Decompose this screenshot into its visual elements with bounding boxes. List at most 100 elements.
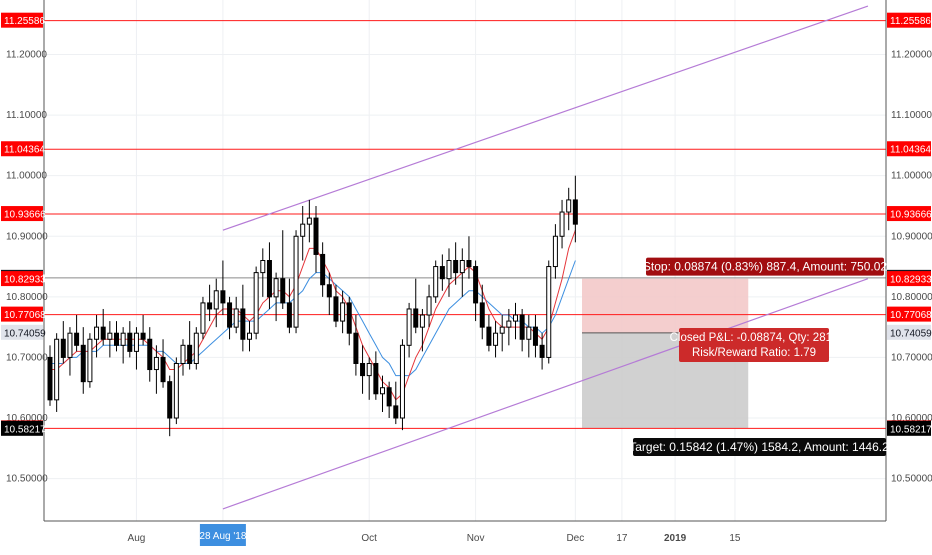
candle-body (453, 260, 459, 274)
level-price-label-bg-left (1, 12, 43, 28)
candle (147, 327, 153, 382)
candle (260, 248, 266, 297)
candle (173, 357, 179, 425)
candle-body (353, 332, 359, 364)
candle-body (293, 235, 299, 328)
y-tick-label-right: 11.00000 (891, 171, 932, 182)
candle (426, 284, 432, 328)
candle-body (173, 362, 179, 419)
candle-body (100, 326, 106, 340)
axis-price-label: 10.74059 10.74059 (1, 324, 932, 340)
candle (513, 302, 518, 340)
candle (419, 308, 425, 352)
y-tick-label-right: 10.90000 (891, 231, 932, 242)
candle-body (300, 223, 306, 237)
candle-body (373, 362, 379, 395)
candle-body (127, 332, 133, 352)
candle-body (180, 344, 186, 364)
pnl-label-bg (679, 328, 829, 362)
candle (107, 321, 113, 358)
candle (94, 315, 100, 358)
candle (433, 260, 439, 303)
candle-body (572, 199, 578, 225)
candle-body (386, 387, 392, 407)
candle (320, 242, 326, 297)
channel-lower-line (222, 278, 869, 510)
candle (227, 296, 233, 340)
y-tick-label-right: 11.20000 (891, 50, 932, 61)
y-tick-label-left: 11.10000 (6, 110, 47, 121)
pnl-label-line2: Risk/Reward Ratio: 1.79 (692, 347, 816, 359)
x-tick-label: Aug (128, 533, 146, 544)
axis-price-label-text-left: 10.82933 (4, 275, 46, 286)
candle (213, 278, 219, 328)
candle (60, 321, 66, 364)
candle (300, 205, 306, 261)
axis-price-label-bg-left (1, 324, 43, 340)
candle-body (313, 217, 319, 255)
y-tick-label-left: 10.90000 (6, 231, 48, 242)
candle-body (260, 260, 266, 274)
level-price-label-text-left: 10.77068 (4, 310, 46, 321)
candle (200, 296, 206, 340)
candle (506, 308, 512, 346)
candle-body (207, 302, 213, 310)
candle-body (433, 266, 439, 298)
candle-body (133, 332, 139, 352)
candle (399, 339, 405, 431)
candle (373, 351, 379, 400)
candle (306, 199, 312, 243)
candle-body (253, 272, 259, 334)
axis-price-label-text-left: 10.74059 (4, 328, 46, 339)
candle (486, 315, 492, 352)
candle-body (213, 290, 219, 310)
level-price-label-bg-left (1, 306, 43, 322)
candle-body (439, 266, 445, 280)
candle (519, 308, 525, 352)
candle (220, 260, 226, 316)
candle-body (406, 308, 412, 346)
candle-body (227, 302, 233, 328)
axis-price-label-text-right: 10.74059 (890, 328, 932, 339)
candle (406, 302, 412, 358)
candle (127, 321, 133, 358)
candle (167, 375, 173, 437)
candle-body (114, 332, 119, 346)
candle-body (360, 362, 366, 377)
candle (180, 339, 186, 376)
y-tick-label-right: 10.60000 (891, 413, 932, 424)
candle-body (80, 344, 86, 383)
candle-body (566, 199, 572, 213)
stop-label-text: Stop: 0.08874 (0.83%) 887.4, Amount: 750… (643, 260, 888, 274)
candle-body (459, 260, 465, 274)
candle-body (340, 302, 346, 322)
candle (566, 187, 572, 231)
candle-body (552, 235, 558, 268)
candle-body (326, 284, 332, 298)
candle (340, 290, 346, 334)
x-tick-label: Dec (566, 533, 584, 544)
candle-body (74, 332, 80, 346)
candle-body (493, 332, 499, 346)
candle-body (320, 253, 326, 286)
level-price-label-bg-right (887, 206, 931, 222)
level-price-label-bg-right (887, 306, 931, 322)
candle-body (426, 296, 432, 316)
axis-price-label-bg-right (887, 420, 931, 436)
candle (266, 242, 272, 309)
candle-body (60, 338, 66, 358)
candle-body (519, 314, 525, 340)
candle (313, 205, 319, 273)
stop-zone (582, 278, 749, 333)
candle-body (47, 356, 53, 401)
candle-body (266, 260, 272, 298)
candle (479, 284, 485, 340)
x-tick-label: 17 (616, 533, 628, 544)
candle-body (499, 326, 505, 334)
candle-body (380, 387, 385, 395)
stop-label: Stop: 0.08874 (0.83%) 887.4, Amount: 750… (643, 257, 888, 276)
axis-price-label-text-right: 10.58217 (890, 424, 932, 435)
candle (572, 175, 578, 243)
